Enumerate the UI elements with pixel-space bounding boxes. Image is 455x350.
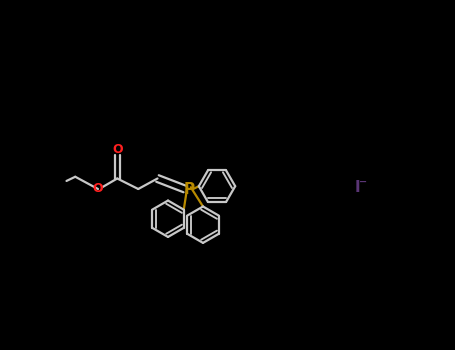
Text: P: P xyxy=(183,182,195,196)
Text: O: O xyxy=(112,143,122,156)
Text: −: − xyxy=(359,177,367,187)
Text: O: O xyxy=(93,182,103,196)
Text: I: I xyxy=(354,180,360,195)
